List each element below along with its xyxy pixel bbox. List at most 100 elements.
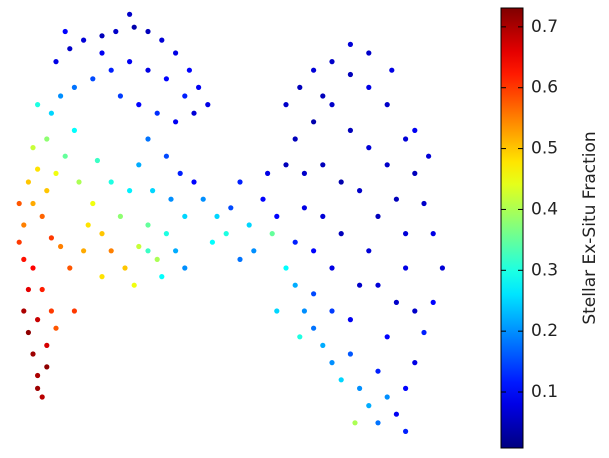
point [366,248,372,254]
point [311,291,317,297]
point [30,265,36,271]
colorbar-tick-label: 0.3 [531,260,558,280]
point [186,67,192,73]
point [311,248,317,254]
point [301,170,307,176]
point [311,67,317,73]
point [99,274,105,280]
point [21,308,27,314]
point [196,84,202,90]
point [53,325,59,331]
point [329,265,335,271]
point [48,110,55,116]
point [209,239,215,245]
point [320,213,326,219]
point [412,170,418,176]
point [21,222,27,228]
point [320,342,326,348]
point [67,46,73,52]
point [246,222,252,228]
point [426,153,432,159]
point [191,179,197,185]
point [297,334,303,340]
point [347,41,353,48]
point [108,67,114,73]
point [71,308,77,314]
point [329,308,335,314]
point [347,317,353,323]
point [182,265,188,271]
point [127,188,133,194]
point [439,265,445,271]
point [127,11,133,17]
point [274,308,280,314]
point [81,248,87,254]
point [85,222,91,228]
point [62,28,68,35]
point [173,50,179,56]
point [260,196,266,202]
point [35,317,41,323]
point [393,411,399,417]
point [16,200,22,207]
colorbar-tick-label: 0.1 [531,382,558,402]
point [113,28,119,35]
point [136,243,142,250]
point [44,136,50,142]
point [48,308,55,314]
point [71,84,77,90]
point [99,50,105,56]
point [145,67,151,73]
colorbar-tick-label: 0.5 [531,139,558,159]
point [39,286,45,293]
point [375,213,381,219]
point [412,360,418,366]
point [357,385,363,391]
point [366,50,372,56]
point [412,127,418,133]
point [168,196,174,202]
point [301,205,307,211]
point [393,196,399,202]
colorbar [500,7,524,449]
point [58,243,64,250]
colorbar-tick-label: 0.4 [531,199,558,219]
point [131,24,137,30]
point [352,420,358,426]
point [25,179,31,185]
point [67,265,73,271]
point [403,428,409,434]
point [145,136,151,142]
point [283,162,289,168]
point [58,93,64,99]
point [301,308,307,314]
point [94,157,100,164]
point [30,145,36,151]
point [159,274,165,280]
point [39,213,45,219]
point [182,213,188,219]
point [205,102,211,108]
point [237,179,243,185]
point [163,76,169,82]
point [274,213,280,219]
point [421,329,427,336]
point [329,102,335,108]
point [366,403,372,409]
point [191,110,197,116]
point [35,102,41,108]
point [136,102,142,108]
point [21,256,27,262]
point [292,282,298,288]
point [145,28,151,35]
point [131,282,137,288]
point [90,200,96,207]
point [223,231,229,237]
point [403,231,409,237]
point [163,231,169,237]
point [375,420,381,426]
point [347,127,353,133]
point [320,93,326,99]
point [338,377,344,383]
point [403,265,409,271]
